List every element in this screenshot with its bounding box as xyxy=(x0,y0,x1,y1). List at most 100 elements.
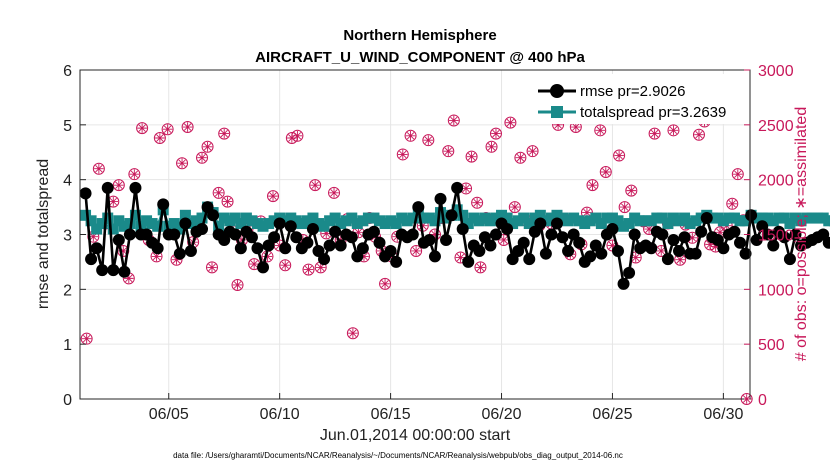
x-axis-label: Jun.01,2014 00:00:00 start xyxy=(320,427,511,444)
rmse-point xyxy=(661,253,674,266)
totalspread-point xyxy=(801,212,813,224)
obs-assimilated-marker xyxy=(129,169,140,179)
obs-assimilated-marker xyxy=(475,262,486,273)
rmse-point xyxy=(728,225,741,238)
totalspread-point xyxy=(163,220,175,232)
totalspread-point xyxy=(573,215,585,227)
totalspread-point xyxy=(762,212,774,224)
obs-possible-marker xyxy=(422,134,435,147)
obs-assimilated-marker xyxy=(449,115,459,126)
totalspread-point xyxy=(374,215,386,227)
obs-possible-marker xyxy=(442,145,455,158)
rmse-point xyxy=(489,228,502,241)
obs-assimilated-marker xyxy=(237,235,247,245)
rmse-point xyxy=(306,223,319,236)
totalspread-point xyxy=(734,215,746,227)
rmse-point xyxy=(184,244,197,257)
totalspread-point xyxy=(301,215,313,227)
obs-assimilated-marker xyxy=(137,123,147,133)
obs-assimilated-marker xyxy=(151,251,162,262)
totalspread-point xyxy=(263,218,275,230)
obs-possible-marker xyxy=(112,179,125,192)
rmse-point xyxy=(789,228,802,241)
x-tick-label: 06/05 xyxy=(149,406,189,423)
rmse-point xyxy=(234,242,247,255)
obs-possible-marker xyxy=(613,149,626,162)
totalspread-point xyxy=(390,218,402,230)
rmse-point xyxy=(539,247,552,260)
totalspread-point xyxy=(307,212,319,224)
legend-rmse-marker xyxy=(550,84,564,98)
totalspread-point xyxy=(623,218,635,230)
totalspread-point xyxy=(473,215,485,227)
rmse-point xyxy=(151,242,164,255)
totalspread-point xyxy=(484,215,496,227)
rmse-point xyxy=(656,228,669,241)
rmse-point xyxy=(85,253,98,266)
obs-assimilated-marker xyxy=(94,163,104,174)
obs-assimilated-marker xyxy=(486,141,497,152)
rmse-point xyxy=(501,223,514,236)
totalspread-point xyxy=(440,212,452,224)
totalspread-point xyxy=(385,215,397,227)
rmse-point xyxy=(556,231,569,244)
totalspread-point xyxy=(523,218,535,230)
totalspread-series xyxy=(80,201,830,235)
right-tick-label: 500 xyxy=(758,337,785,354)
obs-assimilated-marker xyxy=(182,122,193,132)
totalspread-point xyxy=(129,209,141,221)
obs-assimilated-marker xyxy=(213,188,224,198)
obs-possible-marker xyxy=(465,150,478,163)
totalspread-point xyxy=(257,220,269,232)
obs-possible-marker xyxy=(328,186,341,199)
totalspread-point xyxy=(435,207,447,219)
legend-rmse-label: rmse pr=2.9026 xyxy=(580,83,685,100)
rmse-point xyxy=(179,217,192,230)
totalspread-point xyxy=(728,212,740,224)
obs-assimilated-marker xyxy=(461,183,471,194)
obs-possible-marker xyxy=(181,121,194,134)
totalspread-point xyxy=(351,218,363,230)
rmse-point xyxy=(373,236,386,249)
obs-assimilated-marker xyxy=(359,251,369,262)
x-axis-ticks: 06/05 06/10 06/15 06/20 06/25 06/30 xyxy=(149,393,743,423)
rmse-point xyxy=(207,209,220,222)
rmse-point xyxy=(90,242,103,255)
obs-possible-marker xyxy=(212,186,225,199)
obs-assimilated-marker xyxy=(171,254,182,265)
rmse-point xyxy=(423,233,436,246)
totalspread-point xyxy=(240,212,252,224)
rmse-point xyxy=(245,231,258,244)
totalspread-point xyxy=(279,215,291,227)
totalspread-point xyxy=(235,218,247,230)
rmse-point xyxy=(257,261,270,274)
rmse-point xyxy=(301,236,314,249)
totalspread-point xyxy=(740,215,752,227)
rmse-point xyxy=(129,181,142,194)
rmse-point xyxy=(473,244,486,257)
obs-possible-marker xyxy=(92,162,105,175)
totalspread-point xyxy=(723,212,735,224)
left-tick-label: 5 xyxy=(63,118,72,135)
rmse-point xyxy=(750,233,763,246)
totalspread-point xyxy=(429,215,441,227)
obs-assimilated-marker xyxy=(348,328,358,338)
rmse-point xyxy=(717,242,730,255)
obs-assimilated-marker xyxy=(656,246,667,256)
rmse-point xyxy=(700,212,713,225)
totalspread-point xyxy=(717,215,729,227)
totalspread-point xyxy=(618,220,630,232)
totalspread-point xyxy=(407,212,419,224)
totalspread-point xyxy=(812,212,824,224)
rmse-point xyxy=(356,242,369,255)
obs-possible-marker xyxy=(136,122,149,135)
legend: rmse pr=2.9026 totalspread pr=3.2639 xyxy=(534,74,742,124)
totalspread-point xyxy=(568,212,580,224)
rmse-point xyxy=(628,228,641,241)
totalspread-point xyxy=(773,212,785,224)
totalspread-point xyxy=(285,212,297,224)
totalspread-point xyxy=(673,215,685,227)
obs-possible-marker xyxy=(309,179,322,192)
obs-possible-marker xyxy=(618,201,631,214)
totalspread-point xyxy=(529,212,541,224)
